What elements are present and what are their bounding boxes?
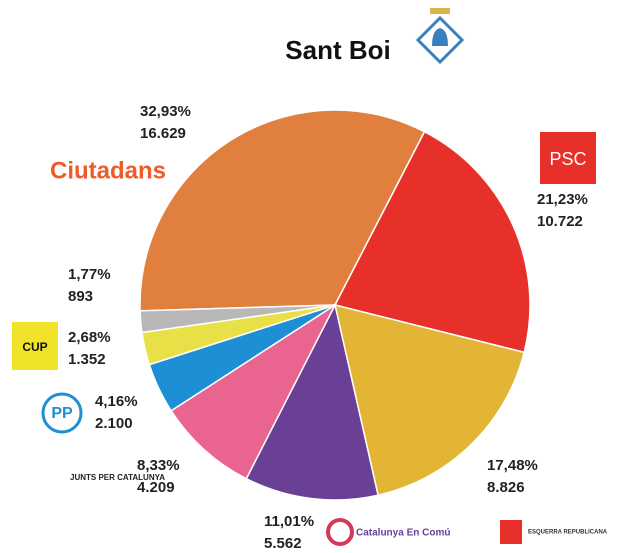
- party-logo-mark: [326, 518, 354, 546]
- pie-slice: [333, 303, 526, 497]
- party-logo-mark: [500, 520, 522, 544]
- party-logo: PSC: [549, 149, 586, 169]
- pie-slice: [245, 302, 379, 501]
- party-logo-mark: [41, 392, 83, 434]
- votes-label: 16.629: [140, 125, 186, 142]
- pie-slice: [333, 130, 531, 354]
- value-label: 2,68%: [68, 329, 111, 346]
- pie-slice: [139, 109, 426, 312]
- value-label: 32,93%: [140, 103, 191, 120]
- value-label: 4,16%: [95, 393, 138, 410]
- value-label: 11,01%: [264, 513, 314, 530]
- party-logo: ESQUERRA REPUBLICANA: [528, 530, 608, 536]
- value-label: 8,33%: [137, 457, 180, 474]
- value-label: 17,48%: [487, 457, 538, 474]
- party-logo-box: [12, 322, 58, 370]
- party-logo: Ciutadans: [50, 157, 166, 184]
- votes-label: 10.722: [537, 213, 583, 230]
- pie-slice: [139, 304, 336, 334]
- chart-title: Sant Boi: [285, 35, 390, 65]
- party-logo: PP: [51, 405, 73, 422]
- party-logo-box: [540, 132, 596, 184]
- pie-slice: [170, 302, 337, 480]
- votes-label: 5.562: [264, 535, 302, 552]
- votes-label: 8.826: [487, 479, 525, 496]
- votes-label: 893: [68, 288, 93, 305]
- town-shield: [415, 8, 465, 65]
- votes-label: 4.209: [137, 479, 175, 496]
- value-label: 21,23%: [537, 191, 588, 208]
- value-label: 1,77%: [68, 266, 111, 283]
- party-logo: Catalunya En Comú: [356, 528, 450, 539]
- votes-label: 1.352: [68, 351, 106, 368]
- votes-label: 2.100: [95, 415, 133, 432]
- party-logo: JUNTS PER CATALUNYA: [70, 473, 165, 482]
- party-logo: CUP: [22, 340, 47, 354]
